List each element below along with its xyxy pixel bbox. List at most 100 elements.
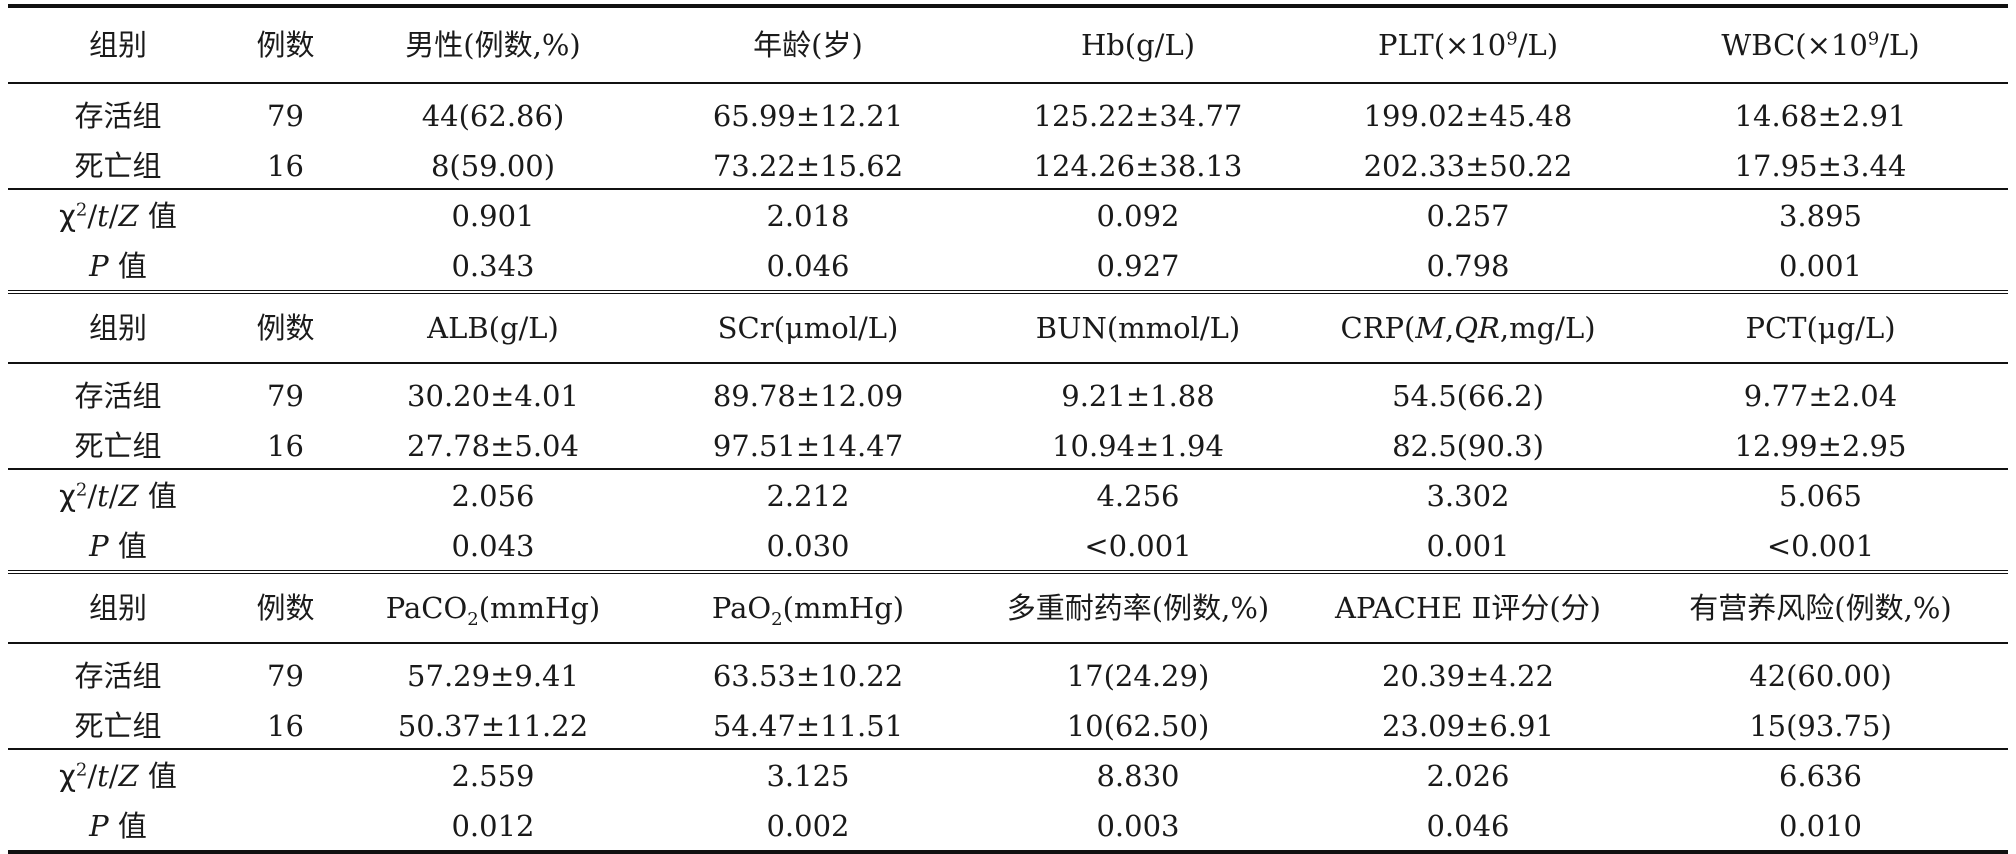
cell: 0.901 [343, 188, 643, 242]
cell: 9.77±2.04 [1743, 378, 1898, 413]
table-row: 存活组 79 57.29±9.41 63.53±10.22 17(24.29) … [8, 643, 2008, 704]
cell [228, 748, 343, 802]
col-pao2: PaO2(mmHg) [643, 570, 973, 644]
cell: 2.018 [643, 188, 973, 242]
cell: 8(59.00) [430, 148, 556, 183]
table-row: 死亡组 16 8(59.00) 73.22±15.62 124.26±38.13… [8, 144, 2008, 189]
cell: 16 [267, 708, 304, 743]
cell [228, 802, 343, 854]
col-nutrition: 有营养风险(例数,%) [1633, 570, 2008, 644]
col-count: 例数 [228, 290, 343, 364]
cell: 54.47±11.51 [712, 708, 904, 743]
stat-label: χ2/t/Z 值 [8, 468, 228, 522]
cell: <0.001 [1766, 528, 1875, 563]
cell: 死亡组 [74, 708, 162, 743]
cell: 存活组 [74, 378, 162, 413]
table-row: 存活组 79 30.20±4.01 89.78±12.09 9.21±1.88 … [8, 363, 2008, 424]
cell: 2.026 [1303, 748, 1633, 802]
cell: 8.830 [973, 748, 1303, 802]
cell: 10(62.50) [1066, 708, 1210, 743]
col-group: 组别 [8, 570, 228, 644]
col-bun: BUN(mmol/L) [973, 290, 1303, 364]
cell: 存活组 [74, 98, 162, 133]
cell: 97.51±14.47 [712, 428, 904, 463]
cell: 0.043 [451, 528, 535, 563]
cell [228, 468, 343, 522]
p-row: P 值 0.043 0.030 <0.001 0.001 <0.001 [8, 522, 2008, 572]
cell: 0.092 [973, 188, 1303, 242]
p-label: P 值 [8, 802, 228, 854]
stat-row: χ2/t/Z 值 2.559 3.125 8.830 2.026 6.636 [8, 748, 2008, 802]
cell: 0.002 [643, 802, 973, 854]
header-row-1: 组别 例数 男性(例数,%) 年龄(岁) Hb(g/L) PLT(×109/L)… [8, 4, 2008, 84]
cell: 124.26±38.13 [1033, 148, 1243, 183]
cell: 2.212 [643, 468, 973, 522]
cell [228, 242, 343, 292]
cell: 2.056 [343, 468, 643, 522]
cell: 16 [267, 428, 304, 463]
cell: 14.68±2.91 [1734, 98, 1907, 133]
cell: 4.256 [973, 468, 1303, 522]
cell: 0.012 [343, 802, 643, 854]
table-row: 死亡组 16 27.78±5.04 97.51±14.47 10.94±1.94… [8, 424, 2008, 469]
col-alb: ALB(g/L) [343, 290, 643, 364]
page: 组别 例数 男性(例数,%) 年龄(岁) Hb(g/L) PLT(×109/L)… [8, 4, 2008, 854]
cell [228, 522, 343, 572]
cell: 0.030 [766, 528, 850, 563]
col-group: 组别 [8, 290, 228, 364]
col-mdr: 多重耐药率(例数,%) [973, 570, 1303, 644]
col-crp: CRP(M,QR,mg/L) [1303, 290, 1633, 364]
stat-label: χ2/t/Z 值 [8, 748, 228, 802]
col-scr: SCr(μmol/L) [643, 290, 973, 364]
cell: 79 [267, 98, 304, 133]
comparison-table: 组别 例数 男性(例数,%) 年龄(岁) Hb(g/L) PLT(×109/L)… [8, 4, 2008, 854]
cell: <0.001 [1084, 528, 1192, 563]
cell: 82.5(90.3) [1392, 428, 1544, 463]
cell: 202.33±50.22 [1363, 148, 1573, 183]
cell: 3.125 [643, 748, 973, 802]
col-wbc: WBC(×109/L) [1633, 4, 2008, 84]
cell: 0.257 [1303, 188, 1633, 242]
cell: 23.09±6.91 [1382, 708, 1554, 743]
cell: 3.895 [1633, 188, 2008, 242]
cell: 0.010 [1633, 802, 2008, 854]
table-row: 存活组 79 44(62.86) 65.99±12.21 125.22±34.7… [8, 83, 2008, 144]
p-label: P 值 [89, 248, 147, 283]
col-hb: Hb(g/L) [973, 4, 1303, 84]
cell: 0.927 [1096, 248, 1180, 283]
cell: 57.29±9.41 [407, 658, 579, 693]
p-row: P 值 0.012 0.002 0.003 0.046 0.010 [8, 802, 2008, 854]
cell: 16 [267, 148, 304, 183]
stat-row: χ2/t/Z 值 2.056 2.212 4.256 3.302 5.065 [8, 468, 2008, 522]
cell: 89.78±12.09 [712, 378, 904, 413]
cell: 6.636 [1633, 748, 2008, 802]
cell: 50.37±11.22 [397, 708, 589, 743]
col-apache: APACHE Ⅱ评分(分) [1303, 570, 1633, 644]
col-paco2: PaCO2(mmHg) [343, 570, 643, 644]
p-label: P 值 [89, 528, 147, 563]
cell: 63.53±10.22 [712, 658, 904, 693]
cell: 125.22±34.77 [1033, 98, 1243, 133]
cell: 27.78±5.04 [407, 428, 579, 463]
cell: 12.99±2.95 [1734, 428, 1907, 463]
cell: 3.302 [1303, 468, 1633, 522]
col-plt: PLT(×109/L) [1303, 4, 1633, 84]
table-row: 死亡组 16 50.37±11.22 54.47±11.51 10(62.50)… [8, 704, 2008, 749]
cell: 44(62.86) [421, 98, 565, 133]
header-row-2: 组别 例数 ALB(g/L) SCr(μmol/L) BUN(mmol/L) C… [8, 290, 2008, 364]
cell: 79 [267, 378, 304, 413]
col-male: 男性(例数,%) [343, 4, 643, 84]
cell: 79 [267, 658, 304, 693]
cell: 0.798 [1426, 248, 1510, 283]
cell: 17(24.29) [1066, 658, 1210, 693]
cell: 死亡组 [74, 428, 162, 463]
cell: 65.99±12.21 [712, 98, 904, 133]
cell: 0.046 [766, 248, 850, 283]
cell: 0.001 [1778, 248, 1863, 283]
cell: 0.046 [1303, 802, 1633, 854]
col-count: 例数 [228, 4, 343, 84]
cell: 死亡组 [74, 148, 162, 183]
cell: 0.003 [973, 802, 1303, 854]
cell: 30.20±4.01 [407, 378, 579, 413]
cell: 42(60.00) [1749, 658, 1892, 693]
